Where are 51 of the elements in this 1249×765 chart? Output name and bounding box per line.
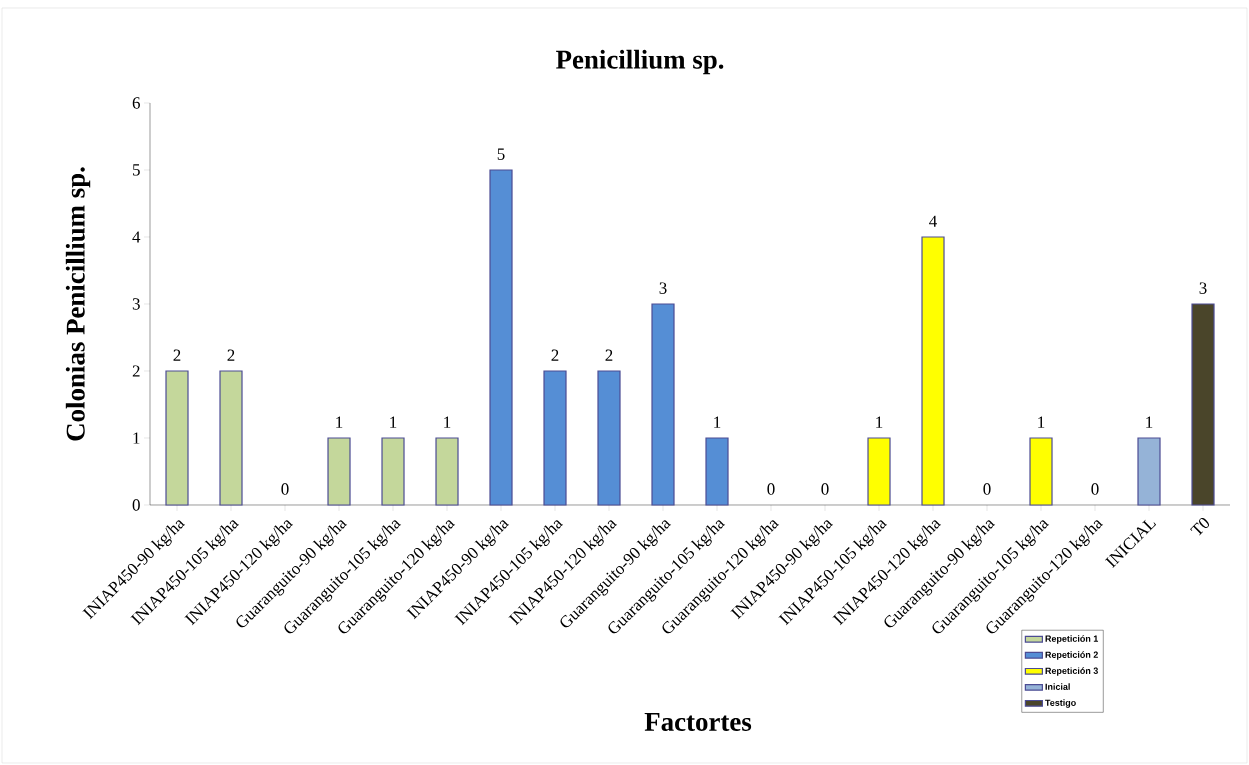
bar [435, 437, 459, 506]
legend-label: Testigo [1045, 699, 1076, 708]
data-label: 5 [497, 148, 505, 160]
x-axis-title: Factortes [644, 713, 752, 731]
legend-label: Repetición 3 [1045, 667, 1098, 676]
legend-label: Repetición 1 [1045, 635, 1099, 644]
data-label: 1 [1146, 416, 1153, 428]
data-label: 0 [983, 483, 991, 495]
data-label: 2 [173, 349, 181, 361]
bar [381, 437, 405, 506]
bar [705, 437, 729, 506]
x-tick-label: T0 [1190, 517, 1210, 536]
y-tick-label: 0 [132, 499, 140, 511]
bar [1029, 437, 1053, 506]
bar [165, 370, 189, 506]
legend-label: Repetición 2 [1045, 651, 1098, 660]
data-label: 0 [767, 483, 775, 495]
data-label: 0 [1091, 483, 1099, 495]
bar [489, 169, 513, 506]
data-label: 1 [714, 416, 721, 428]
y-tick-label: 1 [133, 432, 140, 444]
data-label: 2 [605, 349, 613, 361]
y-axis-title: Colonias Penicillium sp. [65, 167, 91, 441]
chart-title: Penicillium sp. [556, 49, 724, 75]
data-label: 1 [390, 416, 397, 428]
data-label: 2 [551, 349, 559, 361]
data-label: 1 [444, 416, 451, 428]
y-tick-label: 3 [132, 298, 140, 310]
bar [1191, 303, 1215, 506]
y-tick-label: 4 [132, 231, 141, 243]
y-tick-label: 5 [133, 164, 140, 176]
data-label: 0 [821, 483, 829, 495]
bar [921, 236, 945, 506]
bar [597, 370, 621, 506]
y-tick-label: 2 [132, 365, 140, 377]
data-label: 2 [227, 349, 235, 361]
data-label: 1 [876, 416, 883, 428]
bar [543, 370, 567, 506]
legend-label: Inicial [1045, 683, 1070, 690]
bar [651, 303, 675, 506]
bar [327, 437, 351, 506]
data-label: 1 [1038, 416, 1045, 428]
data-label: 1 [336, 416, 343, 428]
data-label: 4 [929, 215, 937, 227]
bar [219, 370, 243, 506]
data-label: 3 [1199, 282, 1207, 294]
y-tick-label: 6 [132, 97, 140, 109]
data-label: 3 [659, 282, 667, 294]
bar [1137, 437, 1161, 506]
bar [867, 437, 891, 506]
data-label: 0 [281, 483, 289, 495]
